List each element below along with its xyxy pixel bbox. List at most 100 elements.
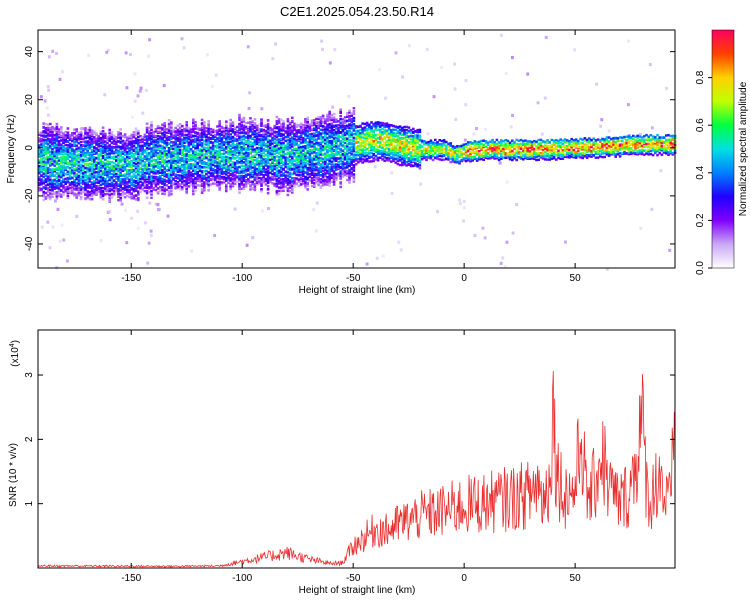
heatmap-cell (167, 190, 171, 193)
heatmap-cell (55, 180, 59, 183)
heatmap-cell (238, 116, 241, 119)
heatmap-cell (365, 262, 369, 266)
heatmap-cell (352, 117, 356, 120)
heatmap-cell (264, 162, 268, 165)
heatmap-cell (60, 136, 63, 139)
heatmap-cell (99, 186, 103, 190)
heatmap-cell (170, 126, 173, 129)
heatmap-cell (49, 138, 52, 141)
heatmap-cell (209, 174, 213, 177)
heatmap-cell (249, 165, 252, 168)
heatmap-cell (187, 141, 191, 144)
heatmap-cell (77, 149, 81, 153)
heatmap-cell (341, 152, 345, 156)
heatmap-cell (110, 176, 114, 179)
heatmap-cell (110, 152, 114, 155)
heatmap-cell (60, 170, 63, 174)
heatmap-cell (181, 140, 184, 144)
heatmap-cell (66, 152, 70, 155)
heatmap-cell (317, 167, 320, 170)
heatmap-cell (222, 177, 226, 181)
heatmap-cell (280, 118, 283, 121)
heatmap-cell (387, 141, 391, 144)
heatmap-cell (321, 114, 325, 117)
heatmap-cell (115, 151, 118, 154)
heatmap-cell (79, 158, 83, 161)
heatmap-cell (324, 183, 327, 186)
heatmap-cell (150, 140, 153, 144)
heatmap-cell (222, 166, 226, 169)
heatmap-cell (216, 146, 219, 149)
heatmap-cell (106, 160, 109, 163)
heatmap-cell (141, 168, 144, 171)
heatmap-cell (341, 128, 345, 132)
heatmap-cell (238, 144, 241, 147)
heatmap-cell (62, 178, 65, 181)
heatmap-cell (57, 185, 61, 188)
heatmap-cell (192, 192, 195, 196)
heatmap-cell (374, 128, 378, 132)
heatmap-cell (77, 170, 81, 174)
heatmap-cell (192, 190, 195, 193)
heatmap-cell (326, 132, 329, 135)
heatmap-cell (73, 152, 76, 156)
heatmap-cell (291, 151, 294, 154)
heatmap-cell (271, 167, 274, 170)
heatmap-cell (93, 160, 96, 163)
heatmap-cell (363, 136, 367, 140)
heatmap-cell (216, 180, 219, 184)
heatmap-cell (79, 160, 83, 163)
heatmap-cell (121, 190, 125, 194)
heatmap-cell (71, 169, 74, 172)
heatmap-cell (207, 175, 210, 178)
heatmap-cell (192, 163, 195, 166)
heatmap-cell (115, 155, 118, 158)
heatmap-cell (53, 133, 56, 137)
heatmap-cell (352, 129, 356, 132)
heatmap-cell (288, 175, 292, 179)
heatmap-cell (104, 162, 107, 165)
heatmap-cell (51, 141, 54, 144)
heatmap-cell (86, 178, 89, 181)
heatmap-cell (247, 154, 250, 157)
heatmap-cell (348, 138, 351, 141)
heatmap-cell (337, 144, 340, 147)
heatmap-cell (97, 179, 100, 182)
heatmap-cell (66, 146, 70, 150)
heatmap-cell (385, 159, 389, 162)
heatmap-cell (277, 151, 281, 154)
heatmap-cell (220, 158, 224, 161)
heatmap-cell (343, 133, 347, 136)
heatmap-cell (55, 192, 59, 195)
heatmap-cell (93, 145, 96, 149)
heatmap-cell (253, 150, 257, 153)
heatmap-cell (196, 144, 199, 148)
heatmap-cell (176, 170, 180, 173)
heatmap-cell (154, 171, 158, 175)
heatmap-cell (82, 190, 85, 193)
heatmap-cell (156, 134, 160, 138)
heatmap-cell (159, 167, 162, 171)
heatmap-cell (60, 131, 63, 134)
heatmap-cell (297, 168, 301, 172)
heatmap-cell (282, 167, 285, 171)
heatmap-cell (101, 133, 105, 136)
heatmap-cell (194, 134, 197, 138)
heatmap-cell (639, 226, 643, 231)
heatmap-cell (79, 131, 83, 134)
heatmap-cell (108, 166, 111, 169)
heatmap-cell (88, 193, 92, 196)
heatmap-cell (162, 84, 166, 88)
heatmap-cell (150, 175, 153, 178)
heatmap-cell (313, 162, 316, 166)
heatmap-cell (101, 189, 105, 193)
heatmap-cell (130, 176, 133, 179)
heatmap-cell (365, 139, 369, 142)
heatmap-cell (354, 145, 358, 149)
heatmap-cell (319, 122, 323, 125)
heatmap-cell (352, 123, 356, 126)
heatmap-cell (253, 142, 257, 145)
heatmap-cell (233, 179, 237, 182)
heatmap-cell (161, 151, 164, 154)
